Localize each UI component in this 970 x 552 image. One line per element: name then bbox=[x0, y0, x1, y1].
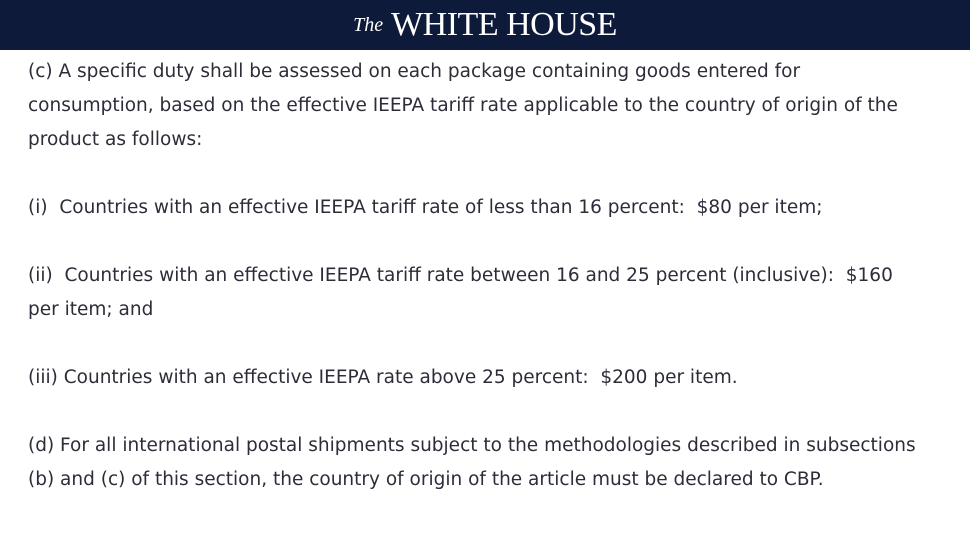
paragraph: (c) A specific duty shall be assessed on… bbox=[28, 61, 904, 150]
logo-prefix[interactable]: The bbox=[353, 13, 384, 36]
paragraph: (d) For all international postal shipmen… bbox=[28, 435, 922, 490]
paragraph: (ii) Countries with an effective IEEPA t… bbox=[28, 265, 899, 320]
paragraph: (i) Countries with an effective IEEPA ta… bbox=[28, 197, 823, 218]
paragraph: (iii) Countries with an effective IEEPA … bbox=[28, 367, 738, 388]
article-body: (c) A specific duty shall be assessed on… bbox=[0, 50, 928, 497]
site-header: The WHITE HOUSE bbox=[0, 0, 970, 50]
logo[interactable]: WHITE HOUSE bbox=[391, 6, 617, 43]
